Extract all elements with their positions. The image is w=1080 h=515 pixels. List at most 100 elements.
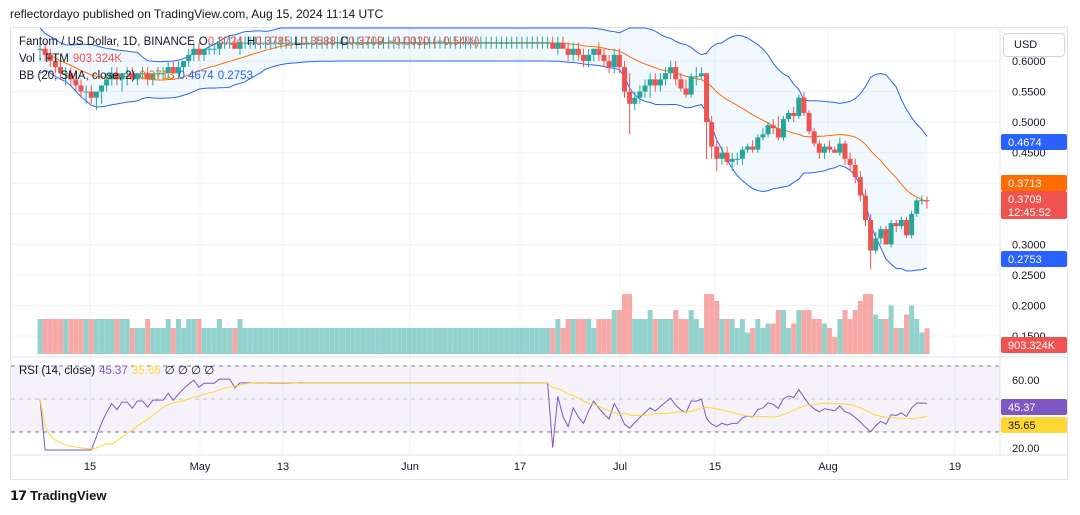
candle	[524, 36, 530, 49]
candle	[775, 116, 781, 141]
volume-bar	[868, 294, 874, 354]
candle	[739, 146, 745, 165]
candle	[663, 67, 669, 86]
volume-bar	[329, 328, 335, 354]
rsi-ma-line	[39, 381, 928, 450]
volume-bar	[114, 319, 120, 354]
volume-bar	[237, 319, 243, 354]
candle	[647, 73, 653, 98]
volume-bar	[478, 328, 484, 354]
rsi-pane	[11, 365, 1000, 451]
candle-body	[545, 42, 551, 44]
candle	[381, 36, 387, 49]
candle	[611, 48, 617, 74]
candle	[232, 36, 238, 49]
candle	[355, 36, 361, 49]
candle-body	[652, 79, 658, 86]
candle-body	[129, 73, 135, 80]
volume-bar	[637, 319, 643, 354]
candle	[129, 67, 135, 80]
candle	[519, 36, 525, 49]
price-tag	[1001, 191, 1067, 219]
volume-bar	[247, 328, 253, 354]
candle-body	[47, 54, 53, 61]
volume-bar	[263, 328, 269, 354]
currency-button[interactable]: USD	[1003, 33, 1065, 57]
candle	[806, 109, 812, 135]
candle-body	[893, 223, 899, 227]
candle-body	[878, 229, 884, 239]
candle-body	[780, 119, 786, 138]
candle	[816, 140, 822, 159]
volume-bar	[780, 310, 786, 354]
volume-bar	[791, 323, 797, 354]
volume-bar	[109, 319, 115, 354]
volume-bar	[719, 319, 725, 354]
candle	[668, 61, 674, 80]
candle	[657, 73, 663, 92]
volume-bar	[765, 323, 771, 354]
candle	[257, 36, 263, 49]
candle-body	[150, 73, 156, 80]
candle	[293, 36, 299, 49]
volume-bar	[586, 319, 592, 354]
candle	[688, 73, 694, 98]
candle-body	[786, 112, 792, 120]
candle-body	[888, 223, 894, 245]
volume-bar	[801, 310, 807, 354]
price-tag-countdown: 12:45:52	[1008, 207, 1051, 219]
candle	[134, 73, 140, 86]
volume-bar	[903, 314, 909, 354]
candle-body	[837, 143, 843, 153]
price-tag	[1001, 175, 1067, 191]
volume-bar	[47, 319, 53, 354]
time-tick-label: May	[190, 461, 211, 473]
volume-bar	[216, 319, 222, 354]
candle-body	[739, 149, 745, 159]
candle	[678, 73, 684, 92]
price-tag-value: 903.324K	[1008, 340, 1056, 352]
candle	[591, 48, 597, 61]
candle-body	[427, 42, 433, 44]
candle-body	[83, 91, 89, 93]
volume-bar	[657, 319, 663, 354]
candle-body	[452, 42, 458, 44]
volume-bar	[693, 319, 699, 354]
time-tick-label: 13	[277, 461, 289, 473]
candle-body	[324, 42, 330, 44]
volume-bar	[201, 328, 207, 354]
candle	[729, 152, 735, 172]
candle	[862, 189, 868, 227]
price-tick-label: 0.5500	[1012, 87, 1046, 99]
candle-body	[775, 128, 781, 138]
candle-body	[252, 42, 258, 44]
candle-body	[560, 42, 566, 49]
volume-bar	[519, 328, 525, 354]
candle-body	[586, 54, 592, 61]
candle	[196, 42, 202, 61]
volume-bar	[278, 328, 284, 354]
candle	[457, 36, 463, 49]
candle	[780, 116, 786, 141]
candle-body	[898, 219, 904, 227]
candle-body	[704, 73, 710, 123]
candle-body	[293, 42, 299, 44]
candle-body	[175, 67, 181, 74]
change-value: −0.0020 (−0.54%)	[387, 36, 480, 48]
candle-body	[411, 42, 417, 44]
candle-body	[181, 61, 187, 68]
volume-bar	[729, 319, 735, 354]
volume-bar	[355, 328, 361, 354]
candle-body	[591, 48, 597, 55]
tradingview-brand[interactable]: 𝟭𝟳 TradingView	[10, 488, 106, 504]
candle-body	[883, 229, 889, 245]
bb-upper-value: 0.4674	[178, 70, 214, 82]
candle-body	[616, 54, 622, 68]
candle-body	[611, 54, 617, 68]
rsi-tag-value: 35.65	[1008, 420, 1036, 432]
volume-bar	[642, 319, 648, 354]
candle	[698, 67, 704, 80]
candle	[801, 91, 807, 117]
high-label: H	[246, 36, 256, 48]
